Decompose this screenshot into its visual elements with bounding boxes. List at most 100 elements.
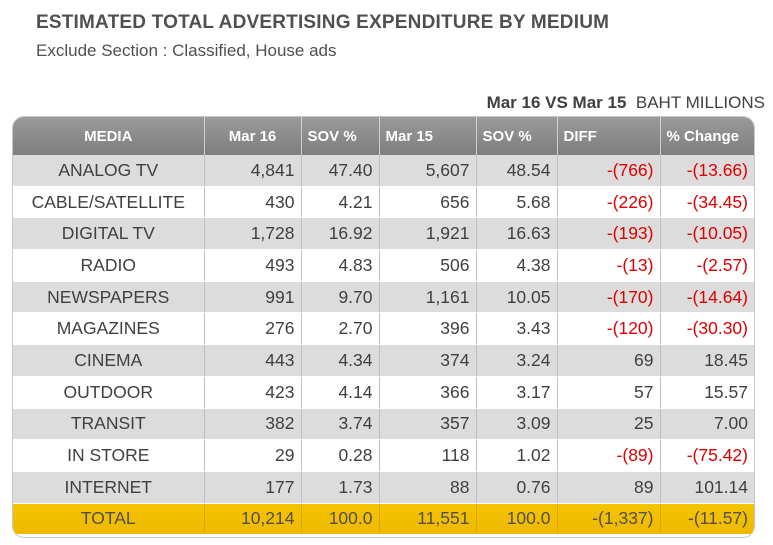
mar16-cell: 1,728: [204, 217, 302, 251]
media-cell: IN STORE: [13, 439, 205, 472]
sov16-cell: 2.70: [301, 312, 380, 346]
report-subtitle: Exclude Section : Classified, House ads: [36, 41, 337, 60]
header-diff: DIFF: [557, 117, 661, 155]
mar16-cell: 493: [204, 249, 302, 282]
sov16-cell: 4.21: [301, 186, 380, 219]
change-cell: -(2.57): [660, 249, 754, 282]
sov15-cell: 1.02: [476, 439, 558, 472]
header-change: % Change: [660, 117, 754, 155]
header-mar15: Mar 15: [379, 117, 477, 155]
media-cell: CINEMA: [13, 344, 205, 377]
change-cell: 18.45: [660, 344, 754, 377]
sov15-cell: 0.76: [476, 471, 558, 504]
sov16-cell: 1.73: [301, 471, 380, 504]
diff-cell: -(766): [557, 155, 661, 187]
sov15-cell: 3.43: [476, 312, 558, 346]
sov15-cell: 10.05: [476, 281, 558, 314]
sov16-cell: 4.14: [301, 376, 380, 409]
media-cell: ANALOG TV: [13, 155, 205, 187]
change-cell: -(30.30): [660, 312, 754, 346]
header-media: MEDIA: [13, 117, 205, 155]
media-cell: NEWSPAPERS: [13, 281, 205, 314]
report-title: ESTIMATED TOTAL ADVERTISING EXPENDITURE …: [36, 12, 610, 33]
sov15-cell: 4.38: [476, 249, 558, 282]
change-cell: -(13.66): [660, 155, 754, 187]
header-sov15: SOV %: [476, 117, 558, 155]
table-row: INTERNET 177 1.73 88 0.76 89 101.14: [13, 471, 754, 504]
sov15-cell: 3.17: [476, 376, 558, 409]
sov16-cell: 4.34: [301, 344, 380, 377]
change-cell: 7.00: [660, 408, 754, 441]
sov16-cell: 9.70: [301, 281, 380, 314]
mar15-cell: 118: [379, 439, 477, 472]
diff-cell: -(170): [557, 281, 661, 314]
table-row: MAGAZINES 276 2.70 396 3.43 -(120) -(30.30): [13, 312, 754, 346]
table-row: CINEMA 443 4.34 374 3.24 69 18.45: [13, 344, 754, 377]
mar16-cell: 423: [204, 376, 302, 409]
total-diff-cell: -(1,337): [557, 503, 661, 536]
header-sov16: SOV %: [301, 117, 380, 155]
mar15-cell: 1,921: [379, 217, 477, 251]
sov15-cell: 3.24: [476, 344, 558, 377]
sov16-cell: 4.83: [301, 249, 380, 282]
diff-cell: 89: [557, 471, 661, 504]
media-cell: OUTDOOR: [13, 376, 205, 409]
diff-cell: -(226): [557, 186, 661, 219]
sov16-cell: 0.28: [301, 439, 380, 472]
mar15-cell: 5,607: [379, 155, 477, 187]
mar15-cell: 656: [379, 186, 477, 219]
mar15-cell: 1,161: [379, 281, 477, 314]
change-cell: -(34.45): [660, 186, 754, 219]
change-cell: -(14.64): [660, 281, 754, 314]
total-sov15-cell: 100.0: [476, 503, 558, 536]
period-label: Mar 16 VS Mar 15: [486, 93, 627, 112]
mar16-cell: 443: [204, 344, 302, 377]
mar16-cell: 991: [204, 281, 302, 314]
total-mar16-cell: 10,214: [204, 503, 302, 536]
mar16-cell: 4,841: [204, 155, 302, 187]
mar15-cell: 357: [379, 408, 477, 441]
mar16-cell: 177: [204, 471, 302, 504]
table-row: CABLE/SATELLITE 430 4.21 656 5.68 -(226) -(34.…: [13, 186, 754, 219]
change-cell: 15.57: [660, 376, 754, 409]
period-caption: Mar 16 VS Mar 15 BAHT MILLIONS: [487, 93, 765, 113]
mar16-cell: 276: [204, 312, 302, 346]
sov15-cell: 48.54: [476, 155, 558, 187]
mar15-cell: 374: [379, 344, 477, 377]
table-row: DIGITAL TV 1,728 16.92 1,921 16.63 -(193) -(10…: [13, 217, 754, 251]
media-cell: DIGITAL TV: [13, 217, 205, 251]
diff-cell: -(193): [557, 217, 661, 251]
diff-cell: -(13): [557, 249, 661, 282]
mar15-cell: 506: [379, 249, 477, 282]
change-cell: 101.14: [660, 471, 754, 504]
media-cell: TRANSIT: [13, 408, 205, 441]
sov15-cell: 5.68: [476, 186, 558, 219]
table-body: ANALOG TV 4,841 47.40 5,607 48.54 -(766) -(13.…: [13, 155, 754, 536]
mar16-cell: 29: [204, 439, 302, 472]
expenditure-table: MEDIA Mar 16 SOV % Mar 15 SOV % DIFF % C…: [12, 116, 755, 538]
table-header-row: MEDIA Mar 16 SOV % Mar 15 SOV % DIFF % C…: [13, 117, 754, 155]
media-cell: INTERNET: [13, 471, 205, 504]
table-row: NEWSPAPERS 991 9.70 1,161 10.05 -(170) -(14.64…: [13, 281, 754, 314]
sov15-cell: 16.63: [476, 217, 558, 251]
diff-cell: 25: [557, 408, 661, 441]
diff-cell: 69: [557, 344, 661, 377]
change-cell: -(75.42): [660, 439, 754, 472]
table-row: RADIO 493 4.83 506 4.38 -(13) -(2.57): [13, 249, 754, 282]
total-row: TOTAL 10,214 100.0 11,551 100.0 -(1,337) -(11.…: [13, 503, 754, 536]
header-mar16: Mar 16: [204, 117, 302, 155]
sov15-cell: 3.09: [476, 408, 558, 441]
diff-cell: -(120): [557, 312, 661, 346]
table-row: TRANSIT 382 3.74 357 3.09 25 7.00: [13, 408, 754, 441]
mar15-cell: 88: [379, 471, 477, 504]
media-cell: MAGAZINES: [13, 312, 205, 346]
diff-cell: 57: [557, 376, 661, 409]
media-cell: CABLE/SATELLITE: [13, 186, 205, 219]
table-row: OUTDOOR 423 4.14 366 3.17 57 15.57: [13, 376, 754, 409]
sov16-cell: 16.92: [301, 217, 380, 251]
table-row: IN STORE 29 0.28 118 1.02 -(89) -(75.42): [13, 439, 754, 472]
change-cell: -(10.05): [660, 217, 754, 251]
mar16-cell: 382: [204, 408, 302, 441]
media-cell: RADIO: [13, 249, 205, 282]
total-mar15-cell: 11,551: [379, 503, 477, 536]
